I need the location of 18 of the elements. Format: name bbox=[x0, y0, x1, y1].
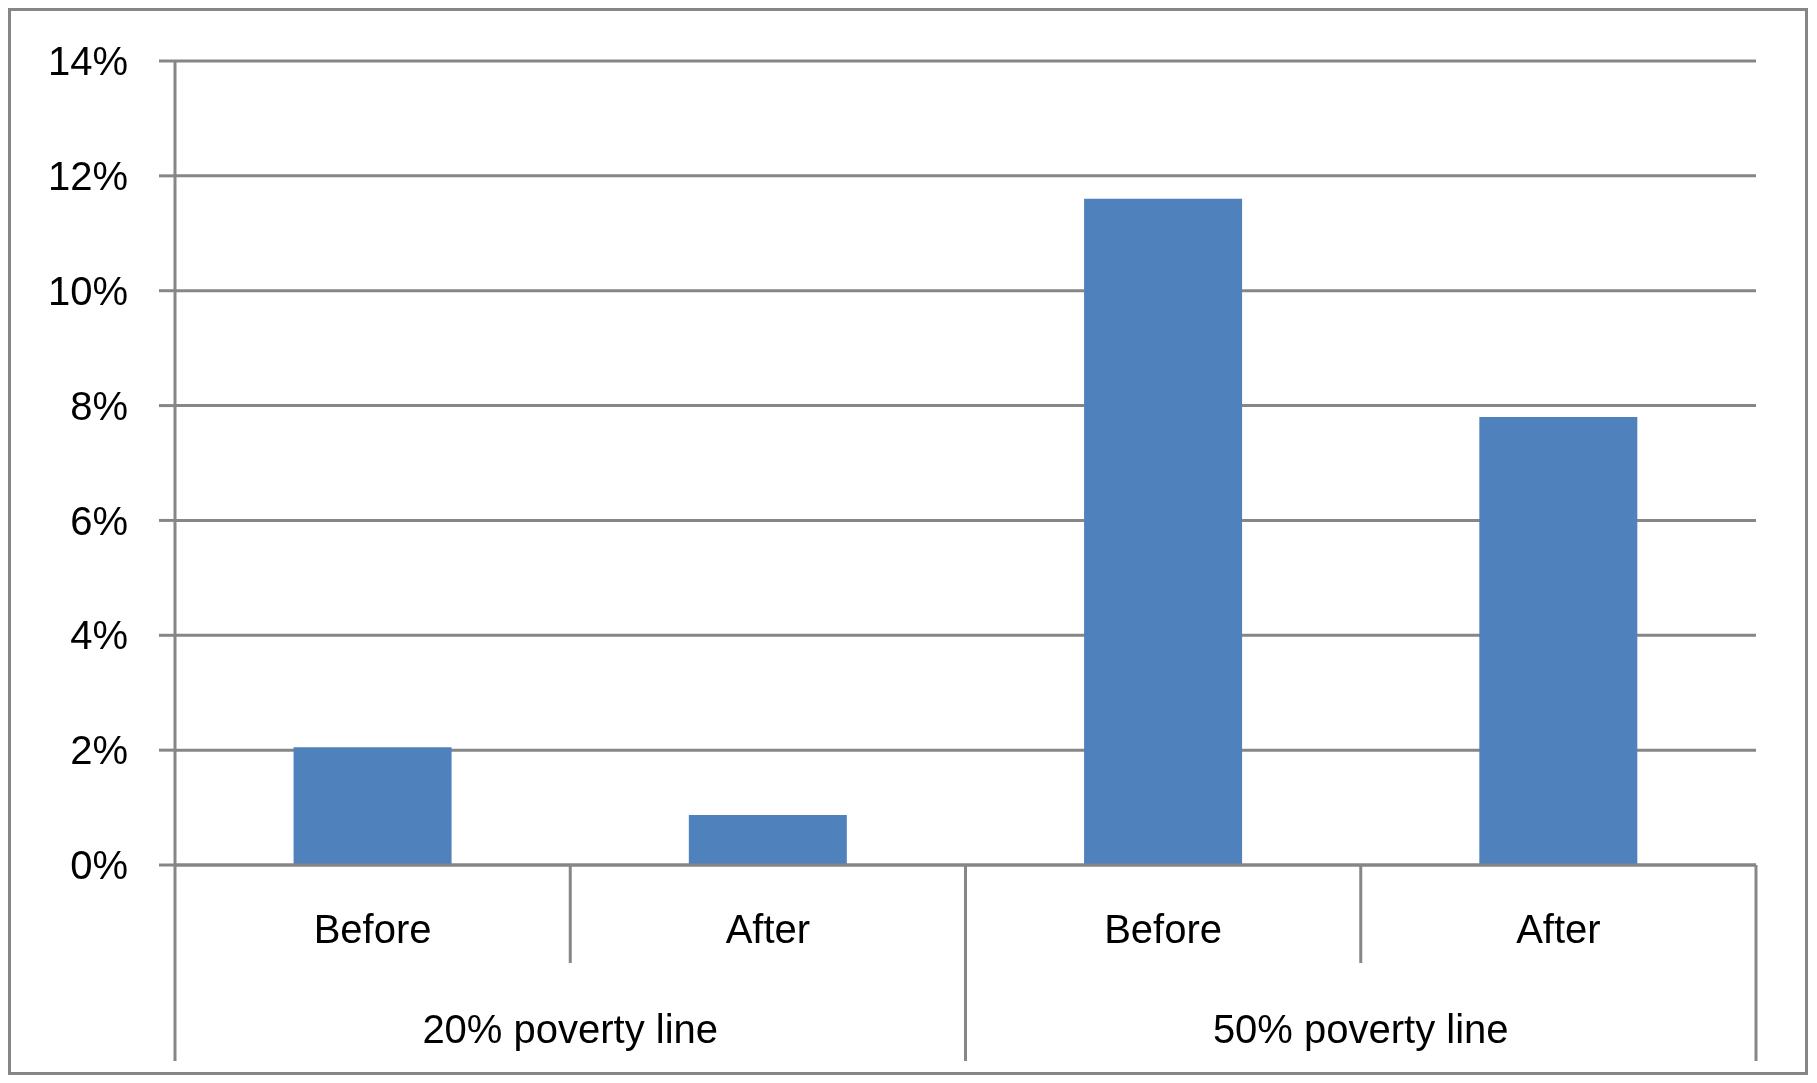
x-tick-label: Before bbox=[313, 907, 432, 952]
text: 20% poverty line bbox=[422, 1007, 719, 1051]
y-tick-label: 4% bbox=[70, 613, 128, 658]
x-tick-label: Before bbox=[1104, 907, 1223, 952]
bar bbox=[688, 815, 847, 865]
bar bbox=[1479, 417, 1638, 865]
y-tick-label: 10% bbox=[47, 268, 128, 313]
y-tick-label: 0% bbox=[70, 843, 128, 888]
text: 50% poverty line bbox=[1212, 1007, 1509, 1051]
bar bbox=[293, 747, 452, 865]
x-tick-label: After bbox=[1516, 907, 1601, 952]
y-tick-label: 6% bbox=[70, 498, 128, 543]
x-tick-label: After bbox=[725, 907, 811, 952]
y-tick-label: 12% bbox=[47, 154, 128, 199]
bar bbox=[1084, 198, 1243, 865]
y-tick-label: 8% bbox=[70, 383, 128, 428]
y-tick-label: 14% bbox=[47, 39, 128, 84]
y-tick-label: 2% bbox=[70, 728, 128, 773]
